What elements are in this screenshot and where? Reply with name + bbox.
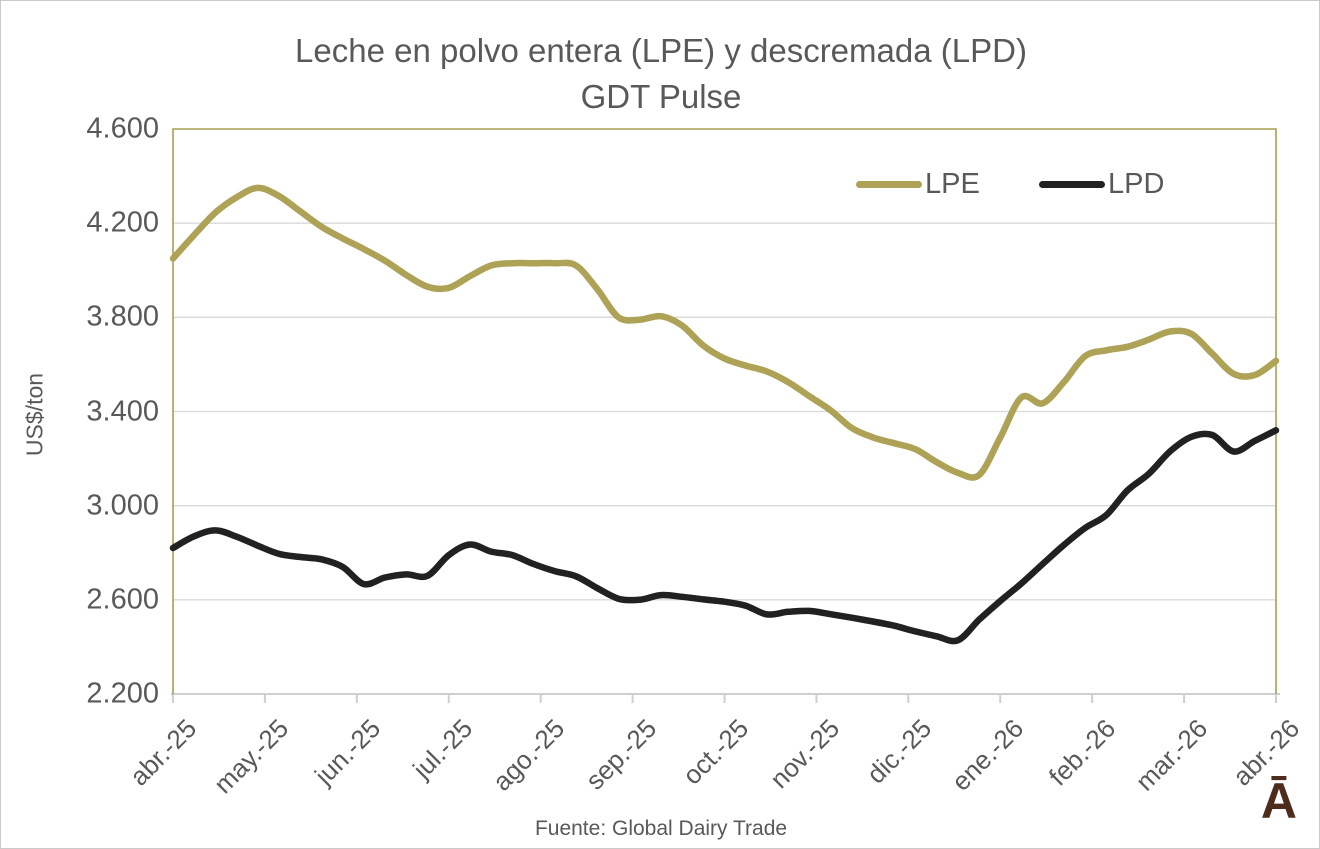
y-axis-title: US$/ton — [21, 372, 48, 457]
lpd-line-swatch — [1039, 180, 1105, 188]
legend-item-lpe: LPE — [856, 167, 980, 200]
lpe-line-swatch — [856, 180, 922, 188]
chart-title-line2: GDT Pulse — [580, 78, 742, 115]
y-tick-label: 3.800 — [86, 300, 159, 333]
y-tick-label: 4.600 — [86, 112, 159, 145]
plot-border — [172, 128, 1277, 694]
legend-item-lpd: LPD — [1039, 167, 1165, 200]
y-tick-label: 3.000 — [86, 489, 159, 522]
y-tick-label: 3.400 — [86, 395, 159, 427]
brand-logo: Ā — [1260, 773, 1297, 829]
lpe-line — [169, 184, 1280, 481]
legend: LPE LPD — [1, 167, 1319, 200]
y-tick-label: 4.200 — [86, 206, 159, 239]
legend-label-lpd: LPD — [1108, 167, 1165, 200]
chart-title-line1: Leche en polvo entera (LPE) y descremada… — [295, 32, 1027, 69]
chart-title: Leche en polvo entera (LPE) y descremada… — [1, 27, 1319, 119]
y-tick-label: 2.600 — [86, 583, 159, 616]
y-tick-label: 2.200 — [86, 677, 159, 710]
legend-label-lpe: LPE — [925, 167, 980, 200]
lpd-line — [169, 427, 1280, 645]
source-note: Fuente: Global Dairy Trade — [534, 817, 788, 840]
